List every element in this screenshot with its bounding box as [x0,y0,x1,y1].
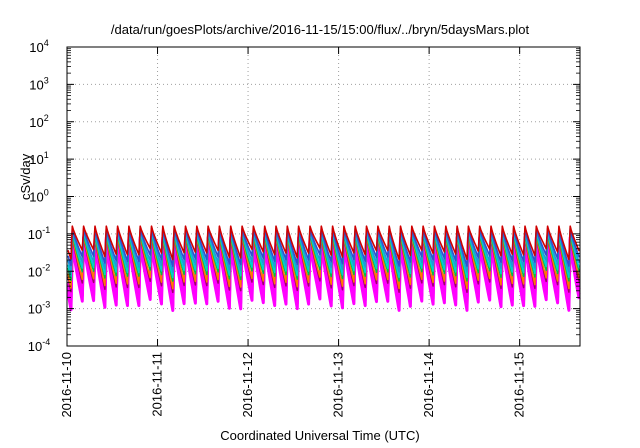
chart-title: /data/run/goesPlots/archive/2016-11-15/1… [110,22,530,37]
x-tick-label: 2016-11-10 [59,352,74,418]
axis-ticks [66,46,580,347]
x-tick-label: 2016-11-12 [240,352,255,418]
x-tick-label: 2016-11-15 [512,352,527,418]
y-tick-label: 10-3 [28,300,50,317]
y-tick-label: 104 [29,38,48,55]
y-tick-label: 100 [29,188,48,205]
y-tick-label: 101 [29,150,48,167]
y-tick-labels: 10-4 10-3 10-2 10-1 100 101 102 103 104 [28,38,50,354]
x-tick-labels: 2016-11-10 2016-11-11 2016-11-12 2016-11-13… [59,352,527,418]
x-axis-label: Coordinated Universal Time (UTC) [220,428,420,443]
grid-lines [67,47,580,346]
x-tick-label: 2016-11-13 [331,352,346,418]
y-tick-label: 102 [29,113,48,130]
y-tick-label: 10-1 [28,225,50,242]
x-tick-label: 2016-11-11 [150,352,165,417]
x-tick-label: 2016-11-14 [421,352,436,418]
series-line [67,227,580,267]
y-tick-label: 103 [29,75,48,92]
y-tick-label: 10-4 [28,337,50,354]
series-layer [66,225,581,312]
series-line [67,225,580,261]
y-tick-label: 10-2 [28,262,50,279]
